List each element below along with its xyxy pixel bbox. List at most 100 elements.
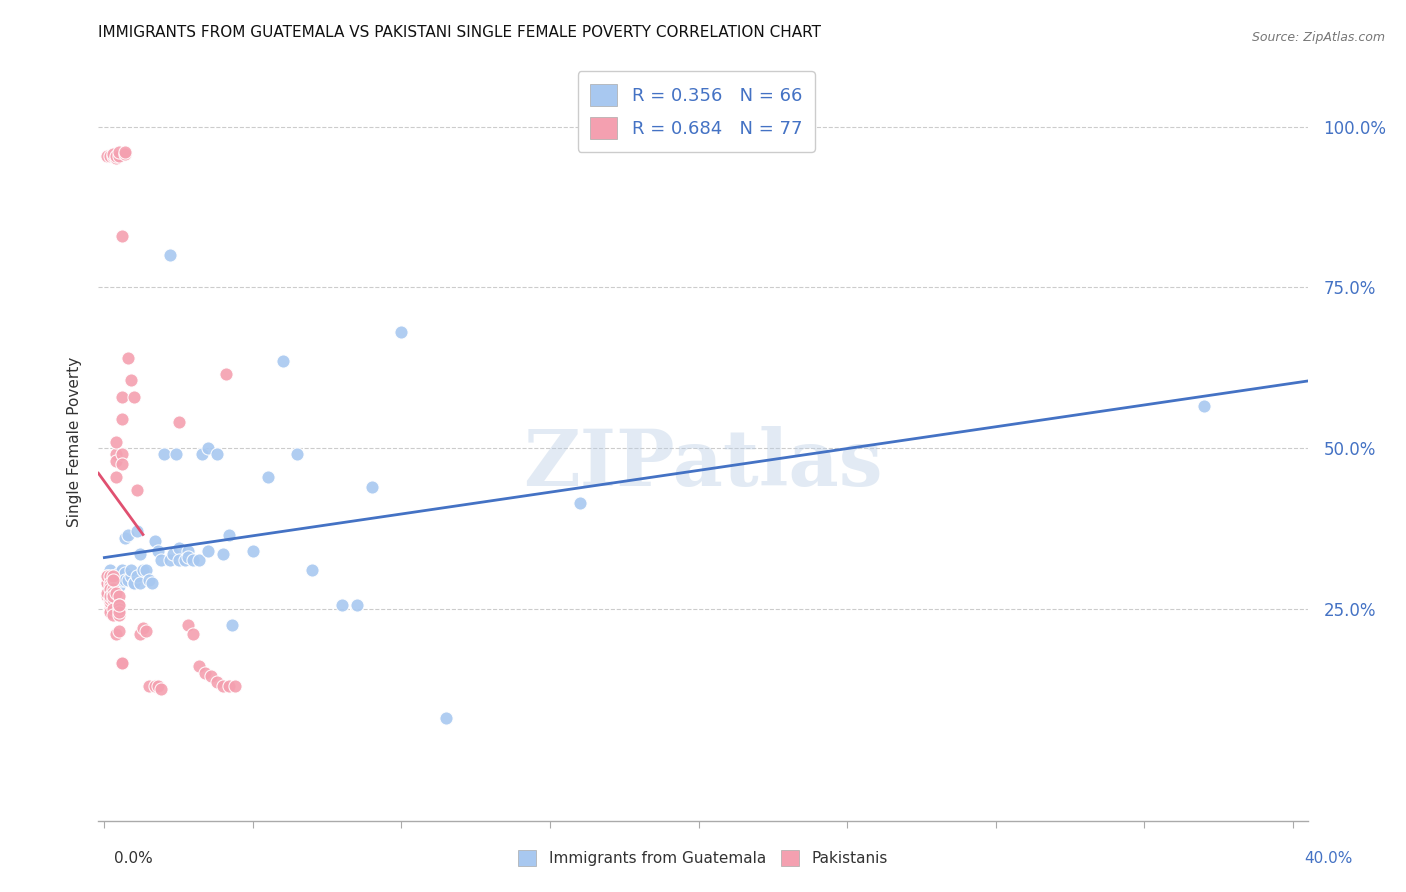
Point xyxy=(135,624,157,639)
Point xyxy=(103,579,125,593)
Point xyxy=(103,148,125,162)
Point xyxy=(111,569,134,583)
Point xyxy=(188,553,211,567)
Point xyxy=(98,595,121,609)
Point xyxy=(146,543,169,558)
Point xyxy=(146,679,169,693)
Point xyxy=(256,470,278,484)
Point xyxy=(103,601,125,615)
Point xyxy=(96,569,118,583)
Point xyxy=(346,599,368,613)
Point xyxy=(212,547,235,561)
Point xyxy=(108,601,131,615)
Point xyxy=(173,553,195,567)
Point xyxy=(183,553,205,567)
Point xyxy=(111,573,134,587)
Point xyxy=(117,573,139,587)
Point xyxy=(105,434,128,449)
Point xyxy=(96,585,118,599)
Point xyxy=(108,145,131,160)
Point xyxy=(114,531,136,545)
Point xyxy=(103,573,125,587)
Point xyxy=(176,617,198,632)
Point xyxy=(114,573,136,587)
Point xyxy=(108,605,131,619)
Y-axis label: Single Female Poverty: Single Female Poverty xyxy=(66,357,82,526)
Point xyxy=(108,607,131,622)
Point xyxy=(132,563,155,577)
Point xyxy=(120,563,142,577)
Point xyxy=(111,447,134,461)
Point xyxy=(103,591,125,606)
Point xyxy=(271,354,294,368)
Point xyxy=(188,659,211,673)
Point xyxy=(125,483,148,497)
Point xyxy=(122,390,145,404)
Point xyxy=(98,591,121,606)
Point xyxy=(129,547,152,561)
Point xyxy=(212,679,235,693)
Point xyxy=(111,657,134,671)
Point xyxy=(122,575,145,590)
Point xyxy=(132,621,155,635)
Point xyxy=(301,563,323,577)
Point xyxy=(105,573,128,587)
Point xyxy=(152,447,174,461)
Point xyxy=(105,148,128,162)
Point xyxy=(105,470,128,484)
Point xyxy=(176,543,198,558)
Point xyxy=(96,589,118,603)
Point xyxy=(96,569,118,583)
Point xyxy=(197,441,219,455)
Point xyxy=(105,447,128,461)
Point xyxy=(129,627,152,641)
Point xyxy=(98,148,121,162)
Point xyxy=(105,454,128,468)
Point xyxy=(105,585,128,599)
Point xyxy=(224,679,246,693)
Point xyxy=(207,447,229,461)
Point xyxy=(120,374,142,388)
Point xyxy=(98,582,121,597)
Point xyxy=(108,589,131,603)
Point xyxy=(197,543,219,558)
Point xyxy=(138,573,160,587)
Text: 0.0%: 0.0% xyxy=(114,852,153,866)
Point xyxy=(98,605,121,619)
Point xyxy=(242,543,264,558)
Point xyxy=(96,148,118,162)
Point xyxy=(117,527,139,541)
Point xyxy=(96,573,118,587)
Point xyxy=(111,457,134,471)
Point xyxy=(183,627,205,641)
Point xyxy=(215,367,238,381)
Point xyxy=(159,553,181,567)
Point xyxy=(176,550,198,565)
Point xyxy=(120,569,142,583)
Point xyxy=(98,573,121,587)
Point xyxy=(1192,399,1215,413)
Point xyxy=(98,569,121,583)
Point xyxy=(98,591,121,606)
Point xyxy=(103,569,125,583)
Point xyxy=(111,563,134,577)
Point xyxy=(98,579,121,593)
Point xyxy=(207,675,229,690)
Point xyxy=(108,579,131,593)
Legend: Immigrants from Guatemala, Pakistanis: Immigrants from Guatemala, Pakistanis xyxy=(510,842,896,873)
Point xyxy=(98,563,121,577)
Point xyxy=(218,679,240,693)
Point xyxy=(96,569,118,583)
Point xyxy=(108,566,131,581)
Point xyxy=(149,553,172,567)
Point xyxy=(114,146,136,161)
Point xyxy=(434,711,457,725)
Point xyxy=(167,415,190,429)
Point xyxy=(138,679,160,693)
Point xyxy=(167,541,190,555)
Point xyxy=(105,569,128,583)
Point xyxy=(98,575,121,590)
Point xyxy=(108,599,131,613)
Point xyxy=(103,607,125,622)
Point xyxy=(221,617,243,632)
